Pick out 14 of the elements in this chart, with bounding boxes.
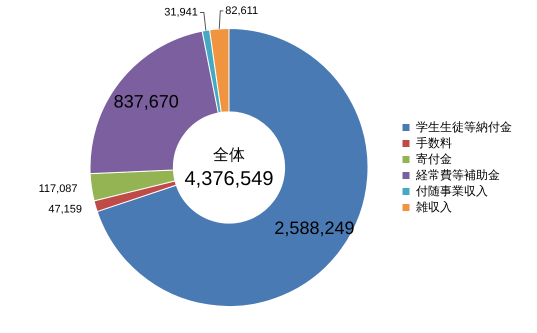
data-label: 2,588,249 [274, 218, 354, 238]
text: 4,376,549 [184, 168, 274, 190]
data-label: 837,670 [114, 91, 179, 112]
data-label: 47,159 [48, 204, 82, 216]
legend-label: 学生生徒等納付金 [416, 120, 512, 134]
legend-label: 手数料 [416, 136, 452, 150]
data-label: 82,611 [225, 4, 258, 17]
legend-label: 付随事業収入 [415, 184, 488, 198]
legend-label: 寄付金 [416, 152, 452, 166]
text: 全体 [213, 146, 245, 164]
data-label: 31,941 [164, 6, 198, 18]
legend-label: 雑収入 [416, 200, 452, 214]
legend-label: 経常費等補助金 [415, 168, 500, 182]
data-label: 117,087 [38, 183, 78, 196]
